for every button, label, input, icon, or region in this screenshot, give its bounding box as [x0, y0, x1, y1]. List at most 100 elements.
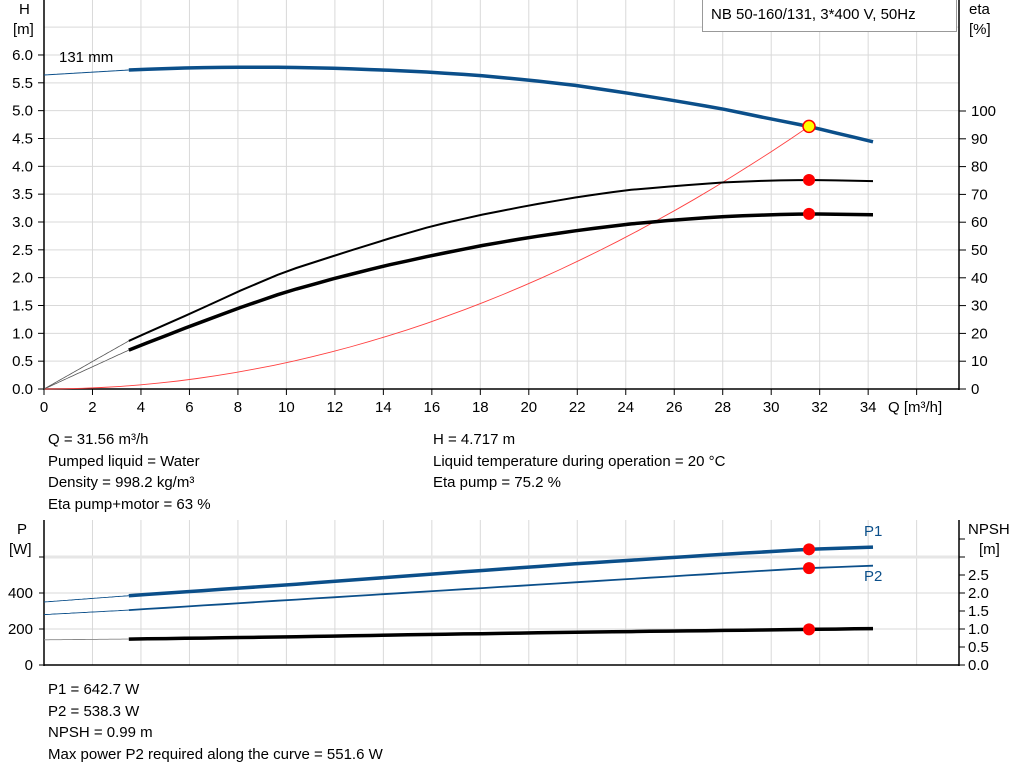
system-curve	[43, 126, 810, 390]
p1-curve-extension	[43, 595, 129, 603]
y-right-tick-label: 0.0	[968, 657, 989, 674]
x-tick-label: 8	[234, 399, 242, 416]
y-right-tick-label: 0	[971, 381, 979, 398]
y-left-tick-label: 400	[8, 585, 33, 602]
head-curve-extension	[43, 69, 129, 76]
x-tick-label: 18	[472, 399, 489, 416]
x-tick-label: 4	[137, 399, 145, 416]
performance-chart: 0 2 4 6 8 10 12 14 16 18 20 22 24 26 28 30 32 34 Q [m³/h]0…	[12, 0, 996, 416]
y-right-tick-label: 2.0	[968, 585, 989, 602]
y-right-unit: [m]	[979, 541, 1000, 558]
y-left-tick-label: 200	[8, 621, 33, 638]
x-tick-label: 10	[278, 399, 295, 416]
x-tick-label: 2	[88, 399, 96, 416]
y-left-tick-label: 1.0	[12, 325, 33, 342]
y-right-tick-label: 90	[971, 131, 988, 148]
y-left-tick-label: 3.5	[12, 186, 33, 203]
eta-pump-duty-point	[803, 173, 816, 186]
eta-pump-motor-curve	[128, 212, 874, 352]
y-left-tick-label: 6.0	[12, 47, 33, 64]
x-tick-label: 6	[185, 399, 193, 416]
y-left-label: P	[17, 521, 27, 538]
x-axis-label: Q [m³/h]	[888, 399, 942, 416]
result-max-p2: Max power P2 required along the curve = …	[48, 745, 383, 763]
x-tick-label: 34	[860, 399, 877, 416]
duty-point	[802, 119, 816, 134]
results-right: H = 4.717 m Liquid temperature during op…	[433, 429, 725, 494]
results-bottom: P1 = 642.7 W P2 = 538.3 W NPSH = 0.99 m …	[48, 679, 383, 765]
y-right-label: eta	[969, 1, 991, 18]
x-tick-label: 14	[375, 399, 392, 416]
y-left-tick-label: 2.5	[12, 242, 33, 259]
x-tick-label: 22	[569, 399, 586, 416]
result-h: H = 4.717 m	[433, 431, 516, 448]
y-right-tick-label: 100	[971, 103, 996, 120]
x-tick-label: 0	[40, 399, 48, 416]
y-right-tick-label: 80	[971, 159, 988, 176]
y-left-tick-label: 0	[25, 657, 33, 674]
eta-pump-motor-curve-extension	[43, 349, 129, 390]
y-left-tick-label: 4.5	[12, 130, 33, 147]
npsh-curve-extension	[44, 638, 129, 641]
y-left-tick-label: 5.0	[12, 103, 33, 120]
eta-pump-curve-extension	[43, 340, 129, 390]
y-left-tick-label: 2.0	[12, 270, 33, 287]
y-right-tick-label: 30	[971, 298, 988, 315]
y-left-tick-label: 4.0	[12, 158, 33, 175]
result-temperature: Liquid temperature during operation = 20…	[433, 452, 726, 470]
npsh-curve	[128, 626, 874, 641]
p2-duty-point	[803, 562, 816, 575]
x-tick-label: 16	[423, 399, 440, 416]
x-tick-label: 32	[811, 399, 828, 416]
y-right-tick-label: 10	[971, 353, 988, 370]
result-q: Q = 31.56 m³/h	[48, 431, 149, 448]
y-left-tick-label: 1.5	[12, 297, 33, 314]
p2-series-label: P2	[864, 568, 882, 585]
y-right-tick-label: 1.0	[968, 621, 989, 638]
y-left-tick-label: 0.5	[12, 353, 33, 370]
pump-title-box: NB 50-160/131, 3*400 V, 50Hz	[702, 0, 957, 32]
x-tick-label: 28	[714, 399, 731, 416]
result-density: Density = 998.2 kg/m³	[48, 474, 195, 491]
y-left-tick-label: 5.5	[12, 75, 33, 92]
y-right-tick-label: 1.5	[968, 603, 989, 620]
y-left-tick-label: 3.0	[12, 214, 33, 231]
head-curve	[128, 65, 874, 144]
y-right-tick-label: 70	[971, 186, 988, 203]
y-right-tick-label: 60	[971, 214, 988, 231]
y-left-tick-label: 0.0	[12, 381, 33, 398]
curve-label: 131 mm	[59, 49, 113, 66]
result-eta-pump: Eta pump = 75.2 %	[433, 474, 561, 491]
p1-curve	[128, 545, 874, 598]
eta-pump-motor-duty-point	[803, 207, 816, 220]
p2-curve-extension	[43, 609, 129, 616]
y-right-unit: [%]	[969, 21, 991, 38]
y-left-unit: [m]	[13, 21, 34, 38]
result-liquid: Pumped liquid = Water	[48, 452, 200, 470]
x-tick-label: 30	[763, 399, 780, 416]
y-left-label: H	[19, 1, 30, 18]
result-p2: P2 = 538.3 W	[48, 702, 140, 720]
y-right-label: NPSH	[968, 521, 1010, 538]
eta-pump-curve	[128, 179, 874, 342]
result-npsh: NPSH = 0.99 m	[48, 724, 153, 741]
p2-curve	[128, 564, 874, 611]
result-eta-pump-motor: Eta pump+motor = 63 %	[48, 495, 211, 513]
x-tick-label: 12	[327, 399, 344, 416]
x-tick-label: 26	[666, 399, 683, 416]
y-right-tick-label: 0.5	[968, 639, 989, 656]
npsh-duty-point	[803, 623, 816, 636]
x-tick-label: 20	[520, 399, 537, 416]
y-right-tick-label: 20	[971, 325, 988, 342]
results-left: Q = 31.56 m³/h Pumped liquid = Water Den…	[48, 429, 211, 515]
y-right-tick-label: 50	[971, 242, 988, 259]
p1-series-label: P1	[864, 523, 882, 540]
p1-duty-point	[803, 543, 816, 556]
x-tick-label: 24	[617, 399, 634, 416]
y-right-tick-label: 40	[971, 270, 988, 287]
y-left-unit: [W]	[9, 541, 32, 558]
y-right-tick-label: 2.5	[968, 567, 989, 584]
result-p1: P1 = 642.7 W	[48, 681, 140, 698]
